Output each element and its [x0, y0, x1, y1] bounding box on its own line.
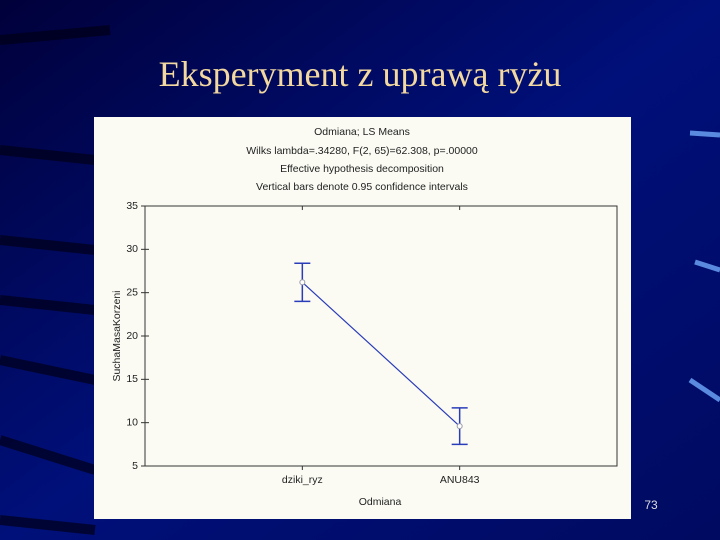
chart-subtitle: Vertical bars denote 0.95 confidence int… — [256, 181, 468, 193]
chart-subtitle: Wilks lambda=.34280, F(2, 65)=62.308, p=… — [246, 145, 478, 157]
x-tick-label: dziki_ryz — [282, 474, 323, 486]
slide-title: Eksperyment z uprawą ryżu — [159, 54, 562, 94]
chart-panel — [94, 117, 631, 519]
y-axis-label: SuchaMasaKorzeni — [111, 290, 123, 381]
x-tick-label: ANU843 — [440, 474, 480, 486]
y-tick-label: 20 — [126, 330, 138, 342]
chart: Odmiana; LS Means Wilks lambda=.34280, F(… — [111, 126, 618, 508]
point — [456, 423, 463, 430]
y-tick-label: 5 — [132, 460, 138, 472]
y-tick-label: 30 — [126, 243, 138, 255]
chart-title: Odmiana; LS Means — [314, 126, 410, 138]
page-number: 73 — [644, 498, 658, 512]
point — [299, 279, 306, 286]
y-tick-label: 25 — [126, 286, 138, 298]
chart-subtitle: Effective hypothesis decomposition — [280, 163, 444, 175]
y-tick-label: 15 — [126, 373, 138, 385]
line — [301, 281, 461, 427]
x-axis-label: Odmiana — [359, 496, 402, 508]
y-tick-label: 35 — [126, 200, 138, 212]
y-tick-label: 10 — [126, 416, 138, 428]
decor-stripes — [0, 25, 111, 535]
decor-streaks — [688, 130, 720, 403]
